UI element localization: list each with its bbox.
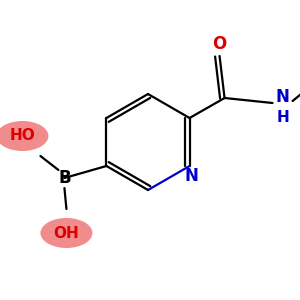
- Text: O: O: [212, 35, 227, 53]
- Text: OH: OH: [54, 226, 79, 241]
- Ellipse shape: [0, 121, 48, 151]
- Text: B: B: [58, 169, 71, 187]
- Ellipse shape: [40, 218, 92, 248]
- Text: H: H: [276, 110, 289, 124]
- Text: N: N: [276, 88, 289, 106]
- Text: HO: HO: [10, 128, 35, 143]
- Text: N: N: [184, 167, 199, 185]
